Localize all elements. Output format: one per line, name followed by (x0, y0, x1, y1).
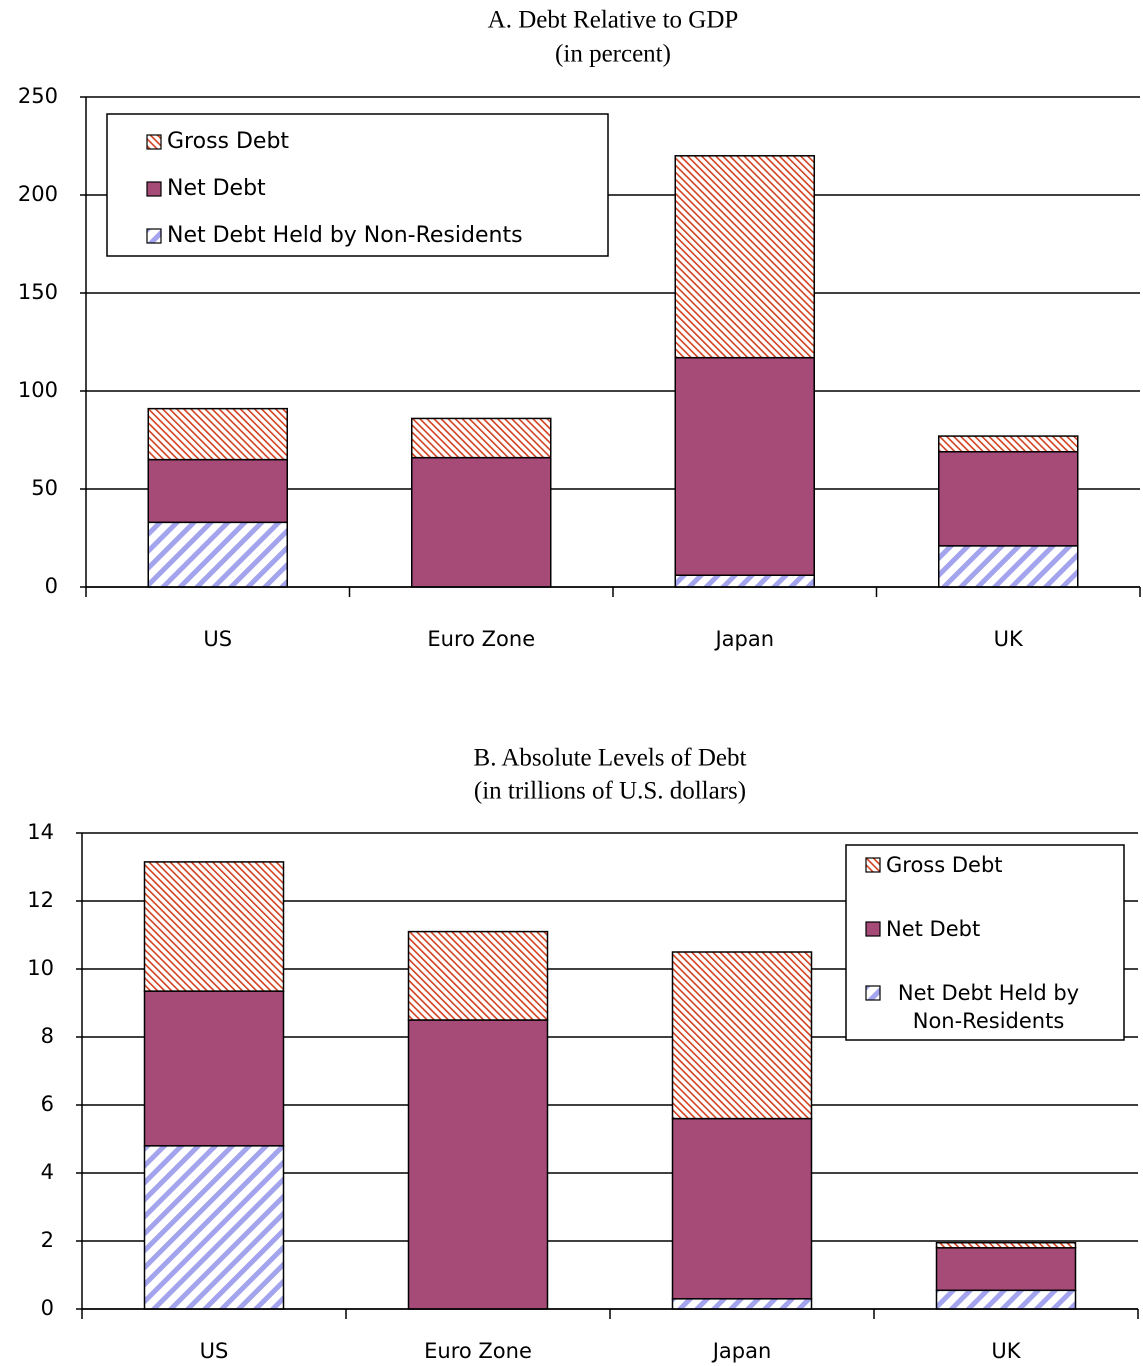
y-tick-label: 50 (31, 476, 58, 500)
legend-label-box: Net Debt Held by Non-Residents (897, 981, 1080, 1033)
legend-label: Net Debt Held by Non-Residents (167, 223, 523, 248)
x-tick-label: UK (994, 627, 1024, 651)
y-tick-label: 250 (18, 84, 58, 108)
legend-swatch (146, 228, 162, 244)
bar-segment (411, 456, 552, 588)
bar-segment (671, 1117, 813, 1300)
y-tick-label: 12 (27, 888, 54, 912)
y-tick-label: 2 (41, 1228, 54, 1252)
bar-segment (674, 356, 815, 576)
bar-segment (671, 951, 813, 1120)
legend-label: Net Debt (886, 917, 981, 941)
bar-segment (671, 1298, 813, 1310)
bar-segment (674, 574, 815, 588)
chart-subtitle: (in trillions of U.S. dollars) (474, 778, 746, 805)
legend-swatch (865, 921, 881, 937)
bar-segment (147, 407, 288, 461)
legend-label: Net Debt (167, 176, 266, 201)
bar-segment (938, 451, 1079, 547)
y-tick-label: 150 (18, 280, 58, 304)
y-tick-label: 4 (41, 1160, 54, 1184)
y-tick-label: 10 (27, 956, 54, 980)
bar-segment (407, 1019, 549, 1310)
legend-label-box: Net Debt (886, 917, 981, 941)
bar-segment (935, 1289, 1077, 1310)
bar-segment (938, 435, 1079, 453)
x-tick-label: US (203, 627, 232, 651)
legend-swatch (865, 985, 881, 1001)
bar-segment (674, 155, 815, 359)
bar-segment (143, 861, 285, 992)
legend-label: Gross Debt (167, 129, 289, 154)
bar-segment (411, 417, 552, 459)
x-tick-label: UK (991, 1339, 1021, 1363)
x-tick-label: Euro Zone (427, 627, 535, 651)
legend-box (845, 844, 1125, 1041)
y-tick-label: 0 (41, 1296, 54, 1320)
legend-swatch (865, 857, 881, 873)
x-tick-label: Japan (711, 1339, 772, 1363)
bar-segment (143, 1145, 285, 1310)
bar-segment (938, 545, 1079, 588)
y-tick-label: 100 (18, 378, 58, 402)
bar-segment (935, 1247, 1077, 1292)
legend-box (106, 113, 609, 257)
bar-segment (147, 458, 288, 524)
chart-title: A. Debt Relative to GDP (488, 7, 739, 34)
y-tick-label: 0 (45, 574, 58, 598)
y-tick-label: 14 (27, 820, 54, 844)
x-tick-label: Euro Zone (424, 1339, 532, 1363)
x-tick-label: Japan (713, 627, 774, 651)
y-tick-label: 8 (41, 1024, 54, 1048)
chart-title: B. Absolute Levels of Debt (474, 745, 747, 772)
y-tick-label: 200 (18, 182, 58, 206)
legend-swatch (146, 134, 162, 150)
bar-segment (935, 1241, 1077, 1249)
legend-label: Gross Debt (886, 853, 1003, 877)
chart-subtitle: (in percent) (555, 41, 671, 68)
bar-segment (407, 930, 549, 1021)
legend-swatch (146, 181, 162, 197)
bar-segment (143, 990, 285, 1147)
bar-segment (147, 521, 288, 588)
legend-label-box: Gross Debt (886, 853, 1003, 877)
legend-label: Net Debt Held by Non-Residents (897, 981, 1080, 1033)
y-tick-label: 6 (41, 1092, 54, 1116)
x-tick-label: US (200, 1339, 229, 1363)
